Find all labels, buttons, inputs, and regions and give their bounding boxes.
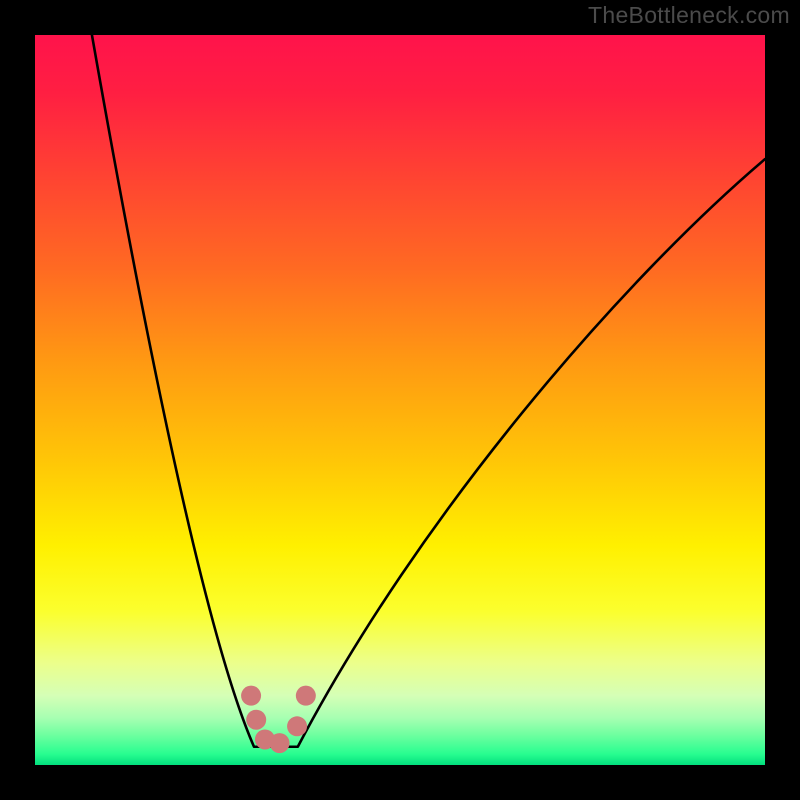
- notch-marker: [270, 733, 290, 753]
- watermark-text: TheBottleneck.com: [588, 2, 790, 29]
- notch-marker: [241, 686, 261, 706]
- chart-plot-area: [35, 35, 765, 765]
- chart-svg: [35, 35, 765, 765]
- notch-marker: [246, 710, 266, 730]
- notch-marker: [296, 686, 316, 706]
- notch-marker: [287, 716, 307, 736]
- gradient-background-rect: [35, 35, 765, 765]
- figure-root: TheBottleneck.com: [0, 0, 800, 800]
